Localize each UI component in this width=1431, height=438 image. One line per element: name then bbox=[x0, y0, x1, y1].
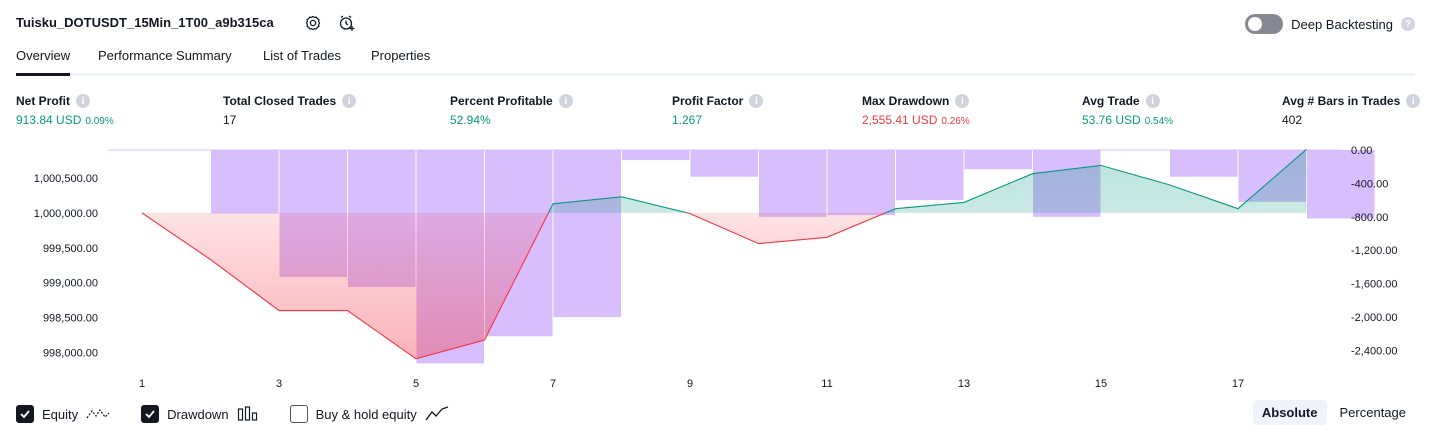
add-alert-icon[interactable] bbox=[336, 12, 358, 34]
drawdown-bars-icon bbox=[237, 406, 259, 422]
legend-buy-hold[interactable]: Buy & hold equity bbox=[290, 405, 449, 423]
buy-hold-checkbox[interactable] bbox=[290, 405, 308, 423]
report-tabs: Overview Performance Summary List of Tra… bbox=[16, 40, 1415, 76]
metric-value: 53.76 USD 0.54% bbox=[1082, 113, 1173, 127]
metric-value: 2,555.41 USD 0.26% bbox=[862, 113, 970, 127]
trade-number-axis: 1 3 5 7 9 11 13 15 17 bbox=[139, 378, 1244, 390]
trade-tick-label: 3 bbox=[276, 378, 282, 390]
trade-tick-label: 1 bbox=[139, 378, 145, 390]
metric-percent: 0.09% bbox=[85, 116, 113, 127]
metric-value: 17 bbox=[223, 113, 356, 127]
metric-profit-factor: Profit Factor i 1.267 bbox=[672, 94, 763, 127]
equity-tick-label: 1,000,500.00 bbox=[34, 173, 98, 185]
drawdown-tick-label: -1,600.00 bbox=[1351, 279, 1397, 291]
equity-tick-label: 1,000,000.00 bbox=[34, 208, 98, 220]
metric-label: Avg Trade bbox=[1082, 94, 1140, 108]
legend-label: Drawdown bbox=[167, 407, 228, 422]
drawdown-tick-label: -800.00 bbox=[1351, 212, 1388, 224]
drawdown-bar bbox=[211, 150, 279, 213]
buy-hold-line-icon bbox=[425, 406, 449, 422]
metric-avg-trade: Avg Trade i 53.76 USD 0.54% bbox=[1082, 94, 1173, 127]
equity-tick-label: 999,500.00 bbox=[43, 243, 98, 255]
drawdown-bar bbox=[828, 150, 896, 215]
metric-label: Percent Profitable bbox=[450, 94, 553, 108]
drawdown-checkbox[interactable] bbox=[141, 405, 159, 423]
equity-line-icon bbox=[86, 407, 110, 421]
chart-legend: Equity Drawdown Buy & hold equity bbox=[16, 403, 480, 425]
drawdown-tick-label: -1,200.00 bbox=[1351, 245, 1397, 257]
metric-label: Max Drawdown bbox=[862, 94, 949, 108]
drawdown-tick-label: 0.00 bbox=[1351, 145, 1372, 157]
metric-value: 1.267 bbox=[672, 113, 763, 127]
metric-label: Total Closed Trades bbox=[223, 94, 336, 108]
info-icon[interactable]: i bbox=[76, 94, 90, 108]
metric-label: Avg # Bars in Trades bbox=[1282, 94, 1400, 108]
info-icon[interactable]: i bbox=[749, 94, 763, 108]
metric-value: 913.84 USD 0.09% bbox=[16, 113, 114, 127]
metric-net-profit: Net Profit i 913.84 USD 0.09% bbox=[16, 94, 114, 127]
trade-tick-label: 5 bbox=[413, 378, 419, 390]
info-icon[interactable]: i bbox=[1406, 94, 1420, 108]
trade-tick-label: 15 bbox=[1095, 378, 1107, 390]
drawdown-tick-label: -2,400.00 bbox=[1351, 345, 1397, 357]
equity-drawdown-chart[interactable]: 1,000,500.00 1,000,000.00 999,500.00 999,00… bbox=[0, 138, 1431, 398]
drawdown-bar bbox=[759, 150, 827, 217]
tab-properties[interactable]: Properties bbox=[371, 48, 430, 76]
equity-tick-label: 998,500.00 bbox=[43, 313, 98, 325]
drawdown-bar bbox=[554, 150, 622, 317]
scale-mode-switch: Absolute Percentage bbox=[1253, 400, 1415, 425]
metric-total-closed-trades: Total Closed Trades i 17 bbox=[223, 94, 356, 127]
strategy-name: Tuisku_DOTUSDT_15Min_1T00_a9b315ca bbox=[16, 15, 274, 30]
equity-tick-label: 998,000.00 bbox=[43, 348, 98, 360]
metric-label: Profit Factor bbox=[672, 94, 743, 108]
deep-backtesting-label: Deep Backtesting bbox=[1291, 17, 1393, 32]
percentage-button[interactable]: Percentage bbox=[1331, 400, 1416, 425]
equity-checkbox[interactable] bbox=[16, 405, 34, 423]
tab-overview[interactable]: Overview bbox=[16, 48, 70, 76]
info-icon[interactable]: i bbox=[1146, 94, 1160, 108]
deep-backtesting-toggle[interactable] bbox=[1245, 14, 1283, 34]
drawdown-bar bbox=[622, 150, 690, 160]
drawdown-tick-label: -400.00 bbox=[1351, 178, 1388, 190]
tab-list-of-trades[interactable]: List of Trades bbox=[263, 48, 341, 76]
tab-performance-summary[interactable]: Performance Summary bbox=[98, 48, 232, 76]
metric-percent-profitable: Percent Profitable i 52.94% bbox=[450, 94, 573, 127]
trade-tick-label: 9 bbox=[687, 378, 693, 390]
metric-value: 52.94% bbox=[450, 113, 573, 127]
drawdown-bar bbox=[1170, 150, 1238, 177]
info-icon[interactable]: i bbox=[559, 94, 573, 108]
drawdown-bar bbox=[896, 150, 964, 200]
settings-icon[interactable] bbox=[302, 12, 324, 34]
equity-axis: 1,000,500.00 1,000,000.00 999,500.00 999,00… bbox=[34, 173, 98, 360]
deep-backtesting-control: Deep Backtesting ? bbox=[1245, 12, 1415, 36]
metric-label: Net Profit bbox=[16, 94, 70, 108]
metric-max-drawdown: Max Drawdown i 2,555.41 USD 0.26% bbox=[862, 94, 970, 127]
strategy-header: Tuisku_DOTUSDT_15Min_1T00_a9b315ca Deep … bbox=[16, 12, 1415, 36]
metric-avg-bars-in-trades: Avg # Bars in Trades i 402 bbox=[1282, 94, 1420, 127]
legend-label: Equity bbox=[42, 407, 78, 422]
help-icon[interactable]: ? bbox=[1401, 17, 1415, 31]
metric-percent: 0.26% bbox=[941, 116, 969, 127]
trade-tick-label: 11 bbox=[821, 378, 832, 390]
metric-value: 402 bbox=[1282, 113, 1420, 127]
info-icon[interactable]: i bbox=[955, 94, 969, 108]
drawdown-bar bbox=[965, 150, 1033, 169]
drawdown-tick-label: -2,000.00 bbox=[1351, 312, 1397, 324]
trade-tick-label: 7 bbox=[550, 378, 556, 390]
trade-tick-label: 13 bbox=[958, 378, 970, 390]
metric-percent: 0.54% bbox=[1145, 116, 1173, 127]
legend-label: Buy & hold equity bbox=[316, 407, 417, 422]
info-icon[interactable]: i bbox=[342, 94, 356, 108]
trade-tick-label: 17 bbox=[1232, 378, 1244, 390]
absolute-button[interactable]: Absolute bbox=[1253, 400, 1327, 425]
drawdown-bar bbox=[691, 150, 759, 177]
legend-equity[interactable]: Equity bbox=[16, 405, 110, 423]
legend-drawdown[interactable]: Drawdown bbox=[141, 405, 258, 423]
equity-tick-label: 999,000.00 bbox=[43, 278, 98, 290]
